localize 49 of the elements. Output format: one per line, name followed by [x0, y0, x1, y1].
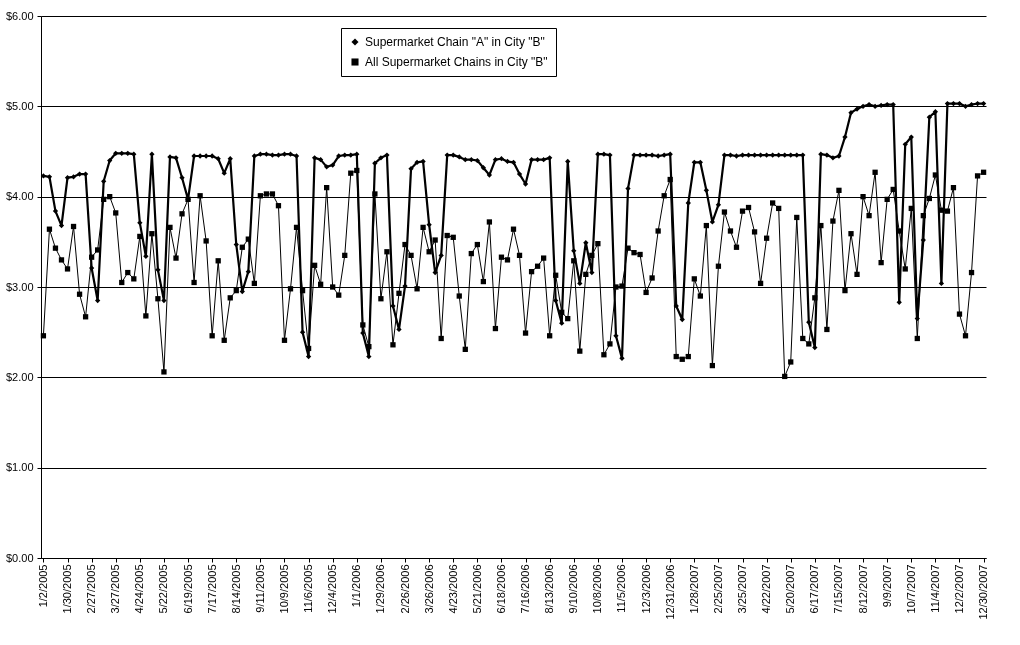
x-tick-label: 2/25/2007	[711, 564, 724, 614]
x-tick-label: 1/30/2005	[61, 564, 74, 614]
x-tick-label: 9/9/2007	[880, 564, 893, 608]
x-tick-label: 5/21/2006	[470, 564, 483, 614]
x-tick-label: 11/4/2007	[928, 564, 941, 613]
x-tick-label: 10/8/2006	[591, 564, 604, 614]
x-tick-label: 12/2/2007	[952, 564, 965, 614]
x-tick-label: 3/27/2005	[109, 564, 122, 614]
legend-label: All Supermarket Chains in City "B"	[365, 55, 548, 69]
x-tick-label: 1/28/2007	[687, 564, 700, 614]
x-tick-label: 6/18/2006	[494, 564, 507, 614]
x-tick-label: 1/1/2006	[350, 564, 363, 608]
y-tick-label: $4.00	[5, 190, 34, 203]
x-tick-label: 7/17/2005	[205, 564, 218, 614]
x-tick-label: 12/3/2006	[639, 564, 652, 614]
x-tick-label: 6/17/2007	[808, 564, 821, 614]
y-tick-label: $1.00	[5, 461, 34, 474]
x-tick-label: 5/20/2007	[784, 564, 797, 614]
x-tick-label: 1/29/2006	[374, 564, 387, 614]
x-tick-label: 3/25/2007	[736, 564, 749, 614]
x-tick-label: 11/5/2006	[615, 564, 628, 613]
x-tick-label: 4/23/2006	[446, 564, 459, 614]
x-tick-label: 7/16/2006	[519, 564, 532, 614]
x-tick-label: 11/6/2005	[302, 564, 315, 613]
x-tick-label: 6/19/2005	[181, 564, 194, 614]
y-tick-label: $3.00	[5, 280, 34, 293]
x-tick-label: 8/13/2006	[543, 564, 556, 614]
x-tick-label: 8/14/2005	[229, 564, 242, 614]
x-tick-label: 2/27/2005	[85, 564, 98, 614]
x-tick-label: 8/12/2007	[856, 564, 869, 614]
legend-label: Supermarket Chain "A" in City "B"	[365, 35, 545, 49]
x-tick-label: 12/31/2006	[663, 564, 676, 620]
x-tick-label: 1/2/2005	[36, 564, 49, 608]
x-tick-label: 3/26/2006	[422, 564, 435, 614]
x-tick-label: 4/24/2005	[133, 564, 146, 614]
x-tick-label: 9/11/2005	[253, 564, 266, 613]
x-tick-label: 10/9/2005	[277, 564, 290, 614]
x-tick-label: 12/30/2007	[977, 564, 990, 620]
x-tick-label: 12/4/2005	[326, 564, 339, 614]
y-tick-label: $0.00	[5, 551, 34, 564]
y-tick-label: $5.00	[5, 99, 34, 112]
x-tick-label: 9/10/2006	[567, 564, 580, 614]
x-tick-label: 7/15/2007	[832, 564, 845, 614]
x-tick-label: 4/22/2007	[760, 564, 773, 614]
y-tick-label: $6.00	[5, 9, 34, 22]
x-tick-label: 10/7/2007	[904, 564, 917, 614]
x-tick-label: 5/22/2005	[157, 564, 170, 614]
x-tick-label: 2/26/2006	[398, 564, 411, 614]
y-tick-label: $2.00	[5, 370, 34, 383]
